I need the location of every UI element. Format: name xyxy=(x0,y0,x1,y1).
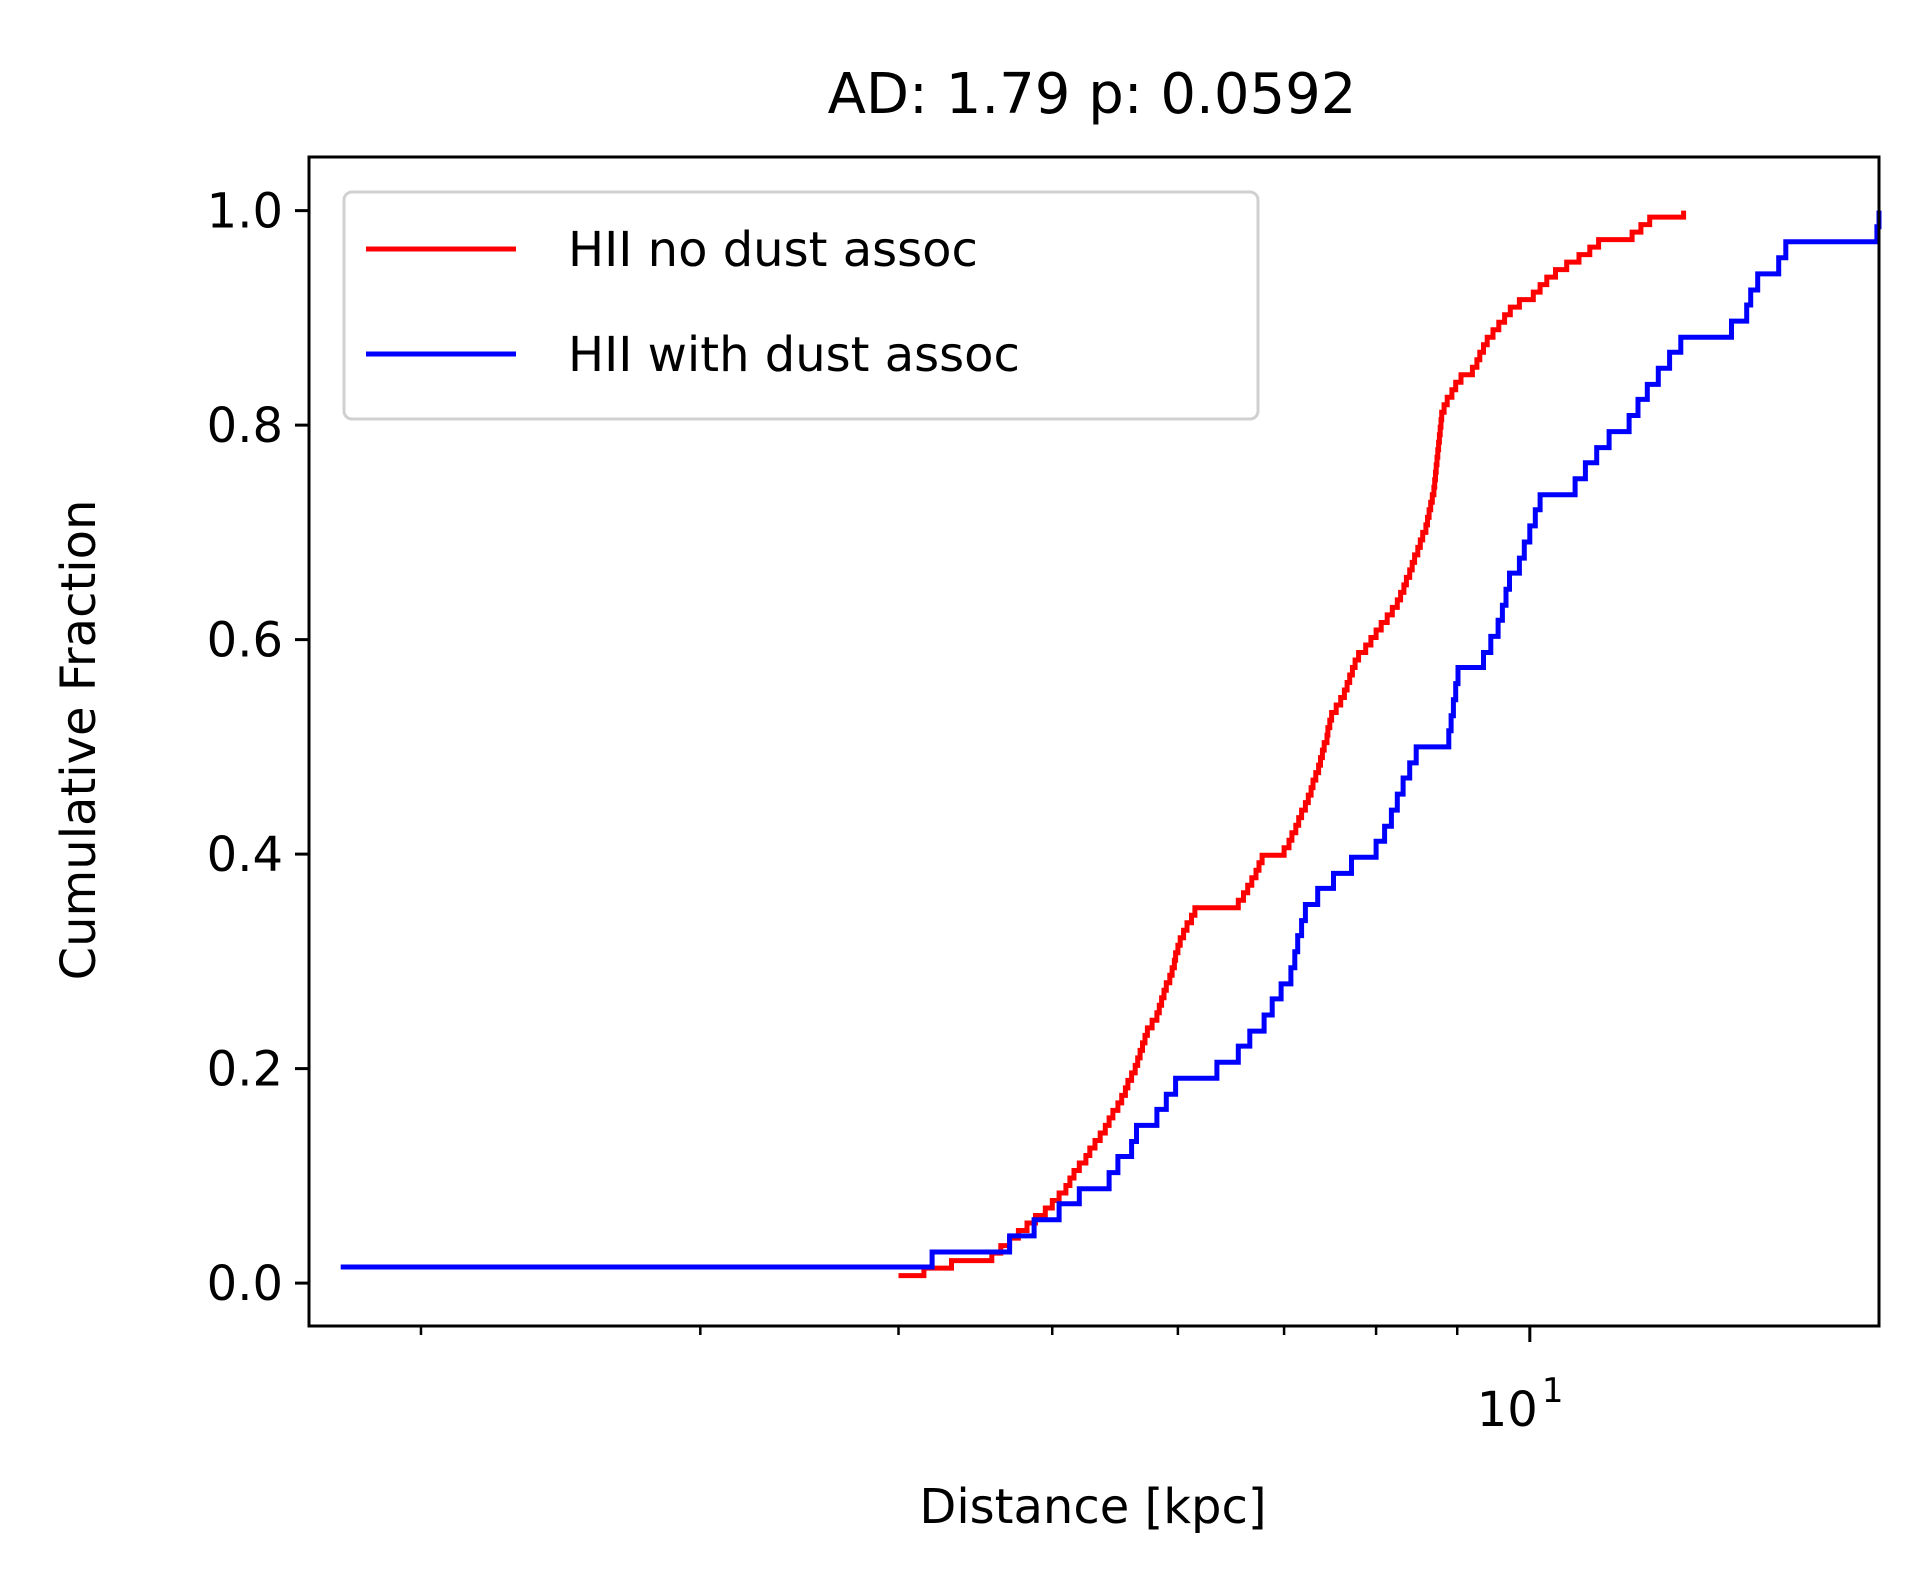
y-tick-label-2: 0.4 xyxy=(207,827,283,883)
legend-label-series-1: HII with dust assoc xyxy=(568,327,1020,383)
y-tick-label-1: 0.2 xyxy=(207,1042,283,1098)
x-tick-label-exponent: 1 xyxy=(1542,1371,1564,1411)
chart-title: AD: 1.79 p: 0.0592 xyxy=(828,62,1357,127)
x-axis: 10 1 xyxy=(419,1326,1564,1438)
y-tick-label-0: 0.0 xyxy=(207,1256,283,1312)
legend: HII no dust assoc HII with dust assoc xyxy=(342,190,1260,421)
y-tick-label-4: 0.8 xyxy=(207,398,283,454)
y-axis: 0.0 0.2 0.4 0.6 0.8 1.0 xyxy=(207,184,309,1312)
legend-label-series-0: HII no dust assoc xyxy=(568,222,978,278)
plot-area xyxy=(307,155,1882,1328)
x-axis-label: Distance [kpc] xyxy=(919,1479,1266,1535)
series-layer xyxy=(340,210,1882,1279)
legend-box xyxy=(342,190,1260,421)
y-axis-label: Cumulative Fraction xyxy=(51,500,107,981)
y-tick-label-5: 1.0 xyxy=(207,184,283,240)
y-tick-label-3: 0.6 xyxy=(207,613,283,669)
x-tick-label-base: 10 xyxy=(1477,1382,1538,1438)
plot-frame xyxy=(307,155,1881,1328)
series-line-1 xyxy=(340,210,1882,1270)
series-line-0 xyxy=(898,210,1687,1279)
